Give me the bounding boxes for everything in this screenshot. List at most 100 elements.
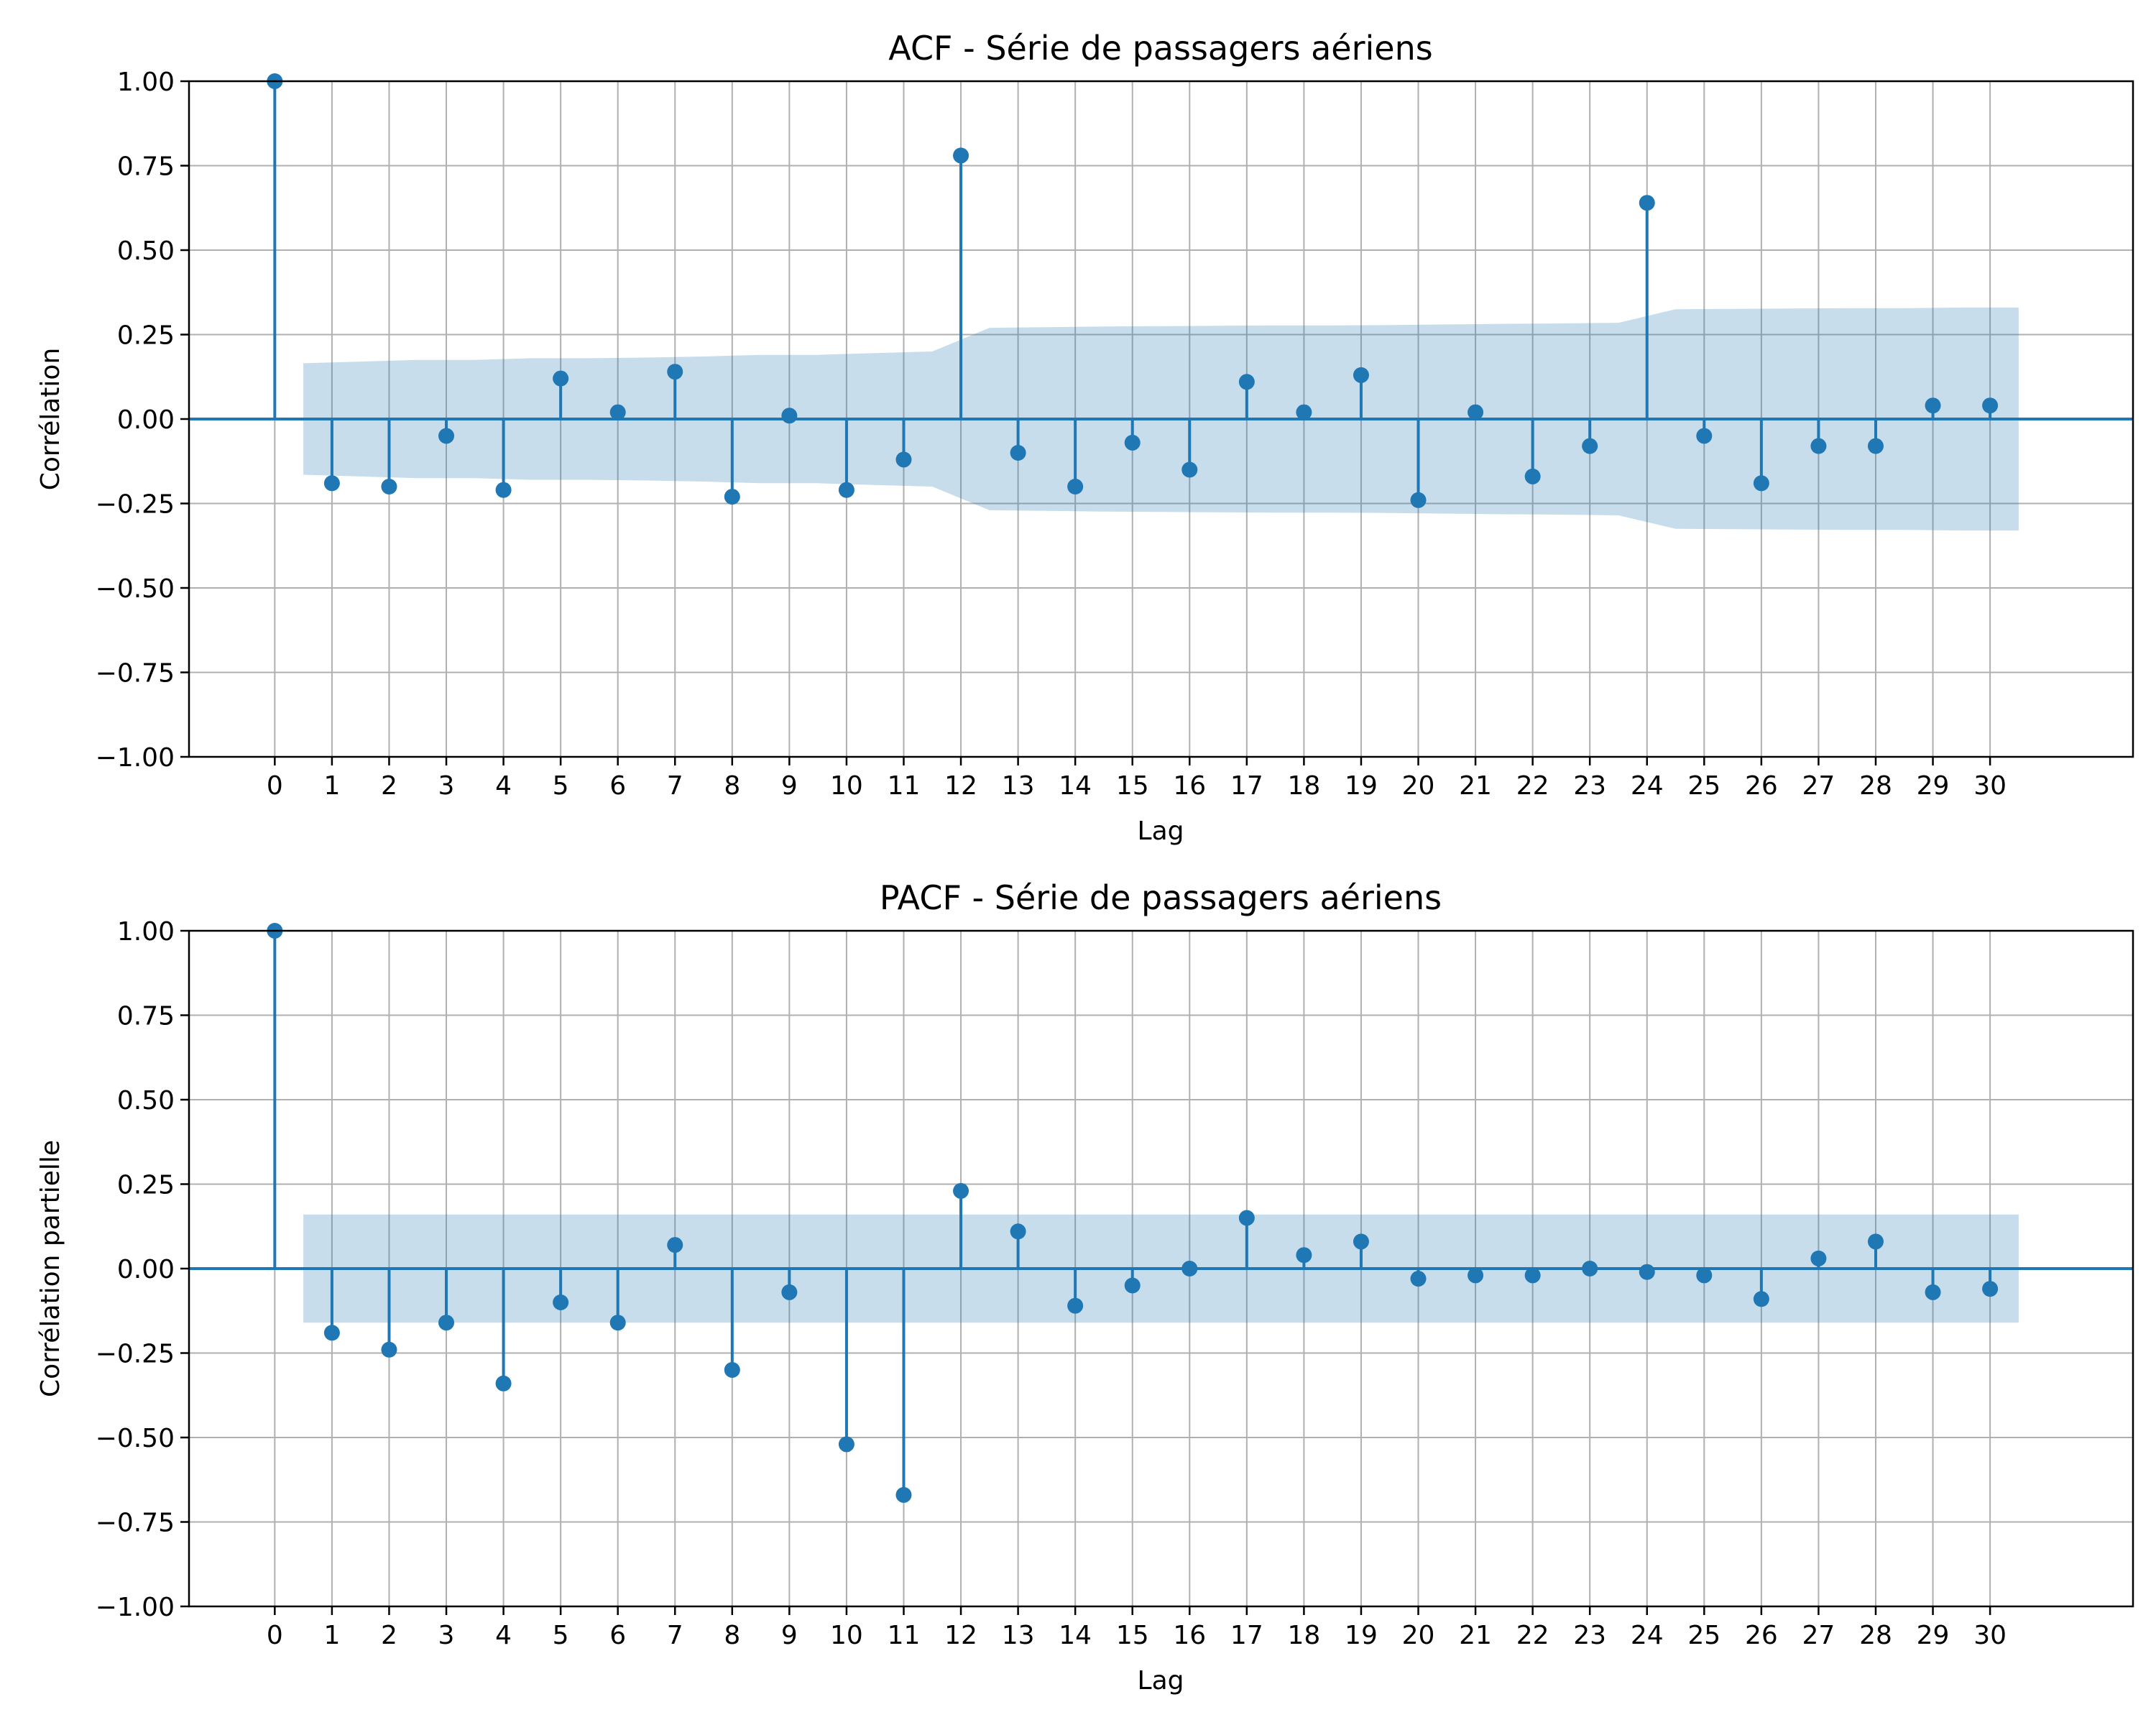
pacf-x-tick-label: 26: [1745, 1621, 1778, 1650]
pacf-x-tick-label: 15: [1116, 1621, 1149, 1650]
pacf-marker-lag-28: [1867, 1233, 1884, 1250]
acf-marker-lag-10: [838, 482, 854, 498]
acf-x-tick-label: 3: [438, 771, 455, 801]
acf-y-axis-label: Corrélation: [36, 348, 65, 491]
acf-marker-lag-24: [1639, 195, 1655, 211]
acf-x-tick-label: 20: [1402, 771, 1435, 801]
pacf-marker-lag-23: [1582, 1261, 1598, 1276]
acf-marker-lag-20: [1410, 492, 1427, 508]
acf-marker-lag-15: [1124, 434, 1141, 451]
acf-marker-lag-11: [895, 451, 912, 468]
acf-marker-lag-28: [1867, 438, 1884, 454]
acf-marker-lag-8: [724, 489, 740, 505]
acf-x-tick-label: 24: [1631, 771, 1664, 801]
acf-x-tick-label: 22: [1516, 771, 1549, 801]
pacf-x-tick-label: 12: [944, 1621, 977, 1650]
pacf-x-tick-label: 4: [495, 1621, 512, 1650]
pacf-x-tick-label: 6: [609, 1621, 626, 1650]
acf-y-tick-label: 0.00: [117, 405, 175, 435]
pacf-marker-lag-26: [1753, 1291, 1769, 1307]
pacf-x-ticks: 0 1 2 3 4 5 6 7 8 9 10 11 12 13 14 15 16 17 18 19 20 21 22 23 24…: [267, 1606, 2007, 1650]
pacf-marker-lag-3: [438, 1315, 455, 1331]
acf-x-tick-label: 23: [1573, 771, 1606, 801]
pacf-y-tick-label: 0.25: [117, 1171, 175, 1200]
acf-marker-lag-29: [1925, 397, 1941, 414]
acf-x-tick-label: 11: [888, 771, 921, 801]
pacf-marker-lag-10: [838, 1436, 854, 1453]
acf-x-axis-label: Lag: [1138, 816, 1184, 846]
acf-x-tick-label: 8: [724, 771, 740, 801]
pacf-marker-lag-5: [553, 1294, 569, 1310]
pacf-marker-lag-17: [1238, 1210, 1255, 1226]
pacf-x-tick-label: 16: [1173, 1621, 1206, 1650]
acf-marker-lag-3: [438, 428, 455, 444]
pacf-marker-lag-27: [1810, 1250, 1827, 1266]
acf-marker-lag-7: [667, 364, 683, 380]
pacf-x-tick-label: 5: [553, 1621, 569, 1650]
acf-x-tick-label: 15: [1116, 771, 1149, 801]
acf-x-tick-label: 28: [1859, 771, 1892, 801]
acf-x-tick-label: 9: [781, 771, 798, 801]
acf-x-tick-label: 26: [1745, 771, 1778, 801]
acf-x-tick-label: 5: [553, 771, 569, 801]
pacf-x-tick-label: 2: [381, 1621, 397, 1650]
acf-marker-lag-6: [609, 404, 626, 420]
pacf-x-tick-label: 29: [1917, 1621, 1950, 1650]
pacf-marker-lag-16: [1181, 1261, 1198, 1276]
pacf-x-tick-label: 3: [438, 1621, 455, 1650]
pacf-x-tick-label: 10: [830, 1621, 863, 1650]
pacf-marker-lag-1: [323, 1325, 340, 1341]
pacf-x-tick-label: 0: [267, 1621, 283, 1650]
pacf-x-tick-label: 8: [724, 1621, 740, 1650]
acf-marker-lag-23: [1582, 438, 1598, 454]
pacf-y-tick-label: −0.25: [96, 1340, 175, 1369]
pacf-x-tick-label: 17: [1230, 1621, 1263, 1650]
pacf-x-tick-label: 25: [1687, 1621, 1720, 1650]
pacf-y-tick-label: 0.75: [117, 1002, 175, 1031]
acf-x-tick-label: 25: [1687, 771, 1720, 801]
pacf-marker-lag-9: [781, 1284, 798, 1300]
pacf-y-tick-label: −1.00: [96, 1593, 175, 1622]
acf-y-tick-label: −0.50: [96, 574, 175, 604]
pacf-y-axis-label: Corrélation partielle: [36, 1140, 65, 1397]
pacf-marker-lag-2: [381, 1341, 397, 1358]
acf-x-tick-label: 0: [267, 771, 283, 801]
acf-x-tick-label: 17: [1230, 771, 1263, 801]
pacf-marker-lag-19: [1353, 1233, 1369, 1250]
pacf-y-tick-label: 0.50: [117, 1086, 175, 1116]
pacf-marker-lag-11: [895, 1486, 912, 1503]
pacf-marker-lag-12: [953, 1182, 969, 1199]
acf-x-tick-label: 27: [1802, 771, 1835, 801]
acf-marker-lag-21: [1468, 404, 1484, 420]
acf-x-tick-label: 30: [1973, 771, 2007, 801]
pacf-x-tick-label: 24: [1631, 1621, 1664, 1650]
acf-marker-lag-4: [495, 482, 512, 498]
pacf-x-tick-label: 30: [1973, 1621, 2007, 1650]
acf-marker-lag-19: [1353, 367, 1369, 383]
acf-y-ticks: 1.00 0.75 0.50 0.25 0.00 −0.25 −0.50 −0.75 −1.00: [96, 68, 189, 773]
pacf-marker-lag-22: [1524, 1267, 1541, 1284]
acf-marker-lag-26: [1753, 475, 1769, 492]
pacf-marker-lag-29: [1925, 1284, 1941, 1300]
acf-x-tick-label: 12: [944, 771, 977, 801]
pacf-marker-lag-15: [1124, 1277, 1141, 1294]
acf-marker-lag-2: [381, 479, 397, 494]
acf-marker-lag-14: [1067, 479, 1084, 494]
pacf-x-tick-label: 7: [667, 1621, 683, 1650]
pacf-x-tick-label: 20: [1402, 1621, 1435, 1650]
pacf-marker-lag-21: [1468, 1267, 1484, 1284]
acf-x-tick-label: 6: [609, 771, 626, 801]
acf-x-tick-label: 19: [1345, 771, 1378, 801]
acf-y-tick-label: −0.75: [96, 659, 175, 689]
acf-marker-lag-25: [1696, 428, 1713, 444]
acf-marker-lag-12: [953, 147, 969, 164]
pacf-y-ticks: 1.00 0.75 0.50 0.25 0.00 −0.25 −0.50 −0.75 −1.00: [96, 917, 189, 1622]
pacf-x-tick-label: 21: [1459, 1621, 1492, 1650]
pacf-x-tick-label: 1: [323, 1621, 340, 1650]
acf-y-tick-label: −0.25: [96, 490, 175, 520]
acf-y-tick-label: 0.50: [117, 236, 175, 266]
acf-x-tick-label: 29: [1917, 771, 1950, 801]
